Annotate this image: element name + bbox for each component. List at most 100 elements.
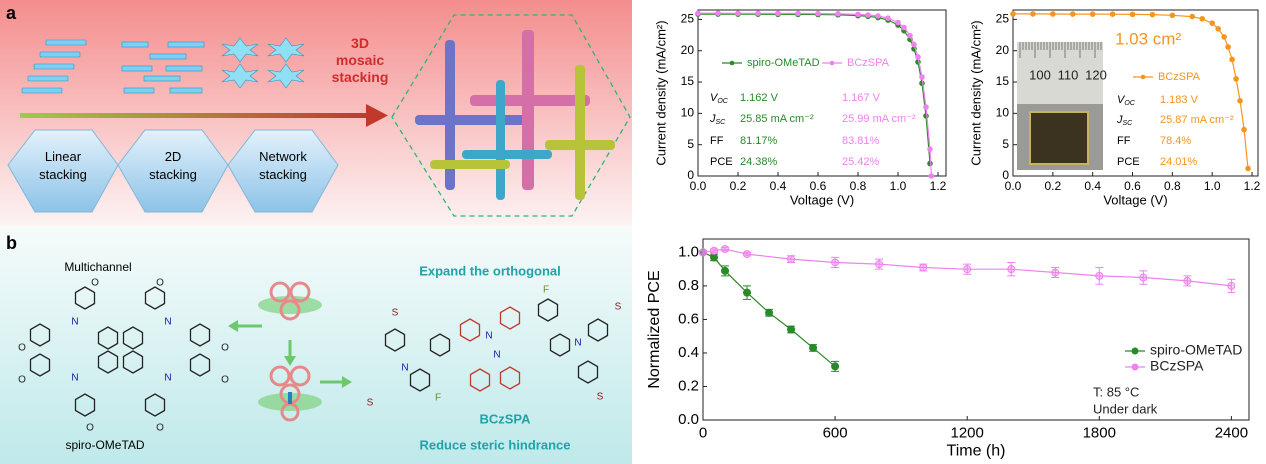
atom: O [156,423,164,434]
marker [710,253,719,262]
marker [715,10,721,16]
marker [743,250,752,259]
y-tick-label: 25 [681,12,695,26]
y-tick-label: 25 [996,12,1010,26]
marker [721,266,730,275]
ring [189,353,211,377]
x-tick-label: 1.0 [890,179,907,193]
marker [963,265,972,274]
y-tick-label: 10 [681,106,695,120]
legend-label: spiro-OMeTAD [1150,342,1242,358]
marker [1051,268,1060,277]
marker [1007,265,1016,274]
marker [815,10,821,17]
x-tick-label: 0.6 [810,179,827,193]
y-tick-label: 0 [1002,168,1009,182]
y-tick-label: 15 [996,74,1010,88]
marker [895,19,901,26]
table-value: 1.167 V [842,92,881,104]
series-line [698,12,932,177]
ring [409,368,431,392]
marker [875,260,884,269]
legend-label: BCzSPA [1158,71,1201,83]
marker [765,308,774,317]
error-bar [1227,278,1236,294]
marker [1241,126,1247,133]
table-value: 1.183 V [1160,94,1199,106]
panel-label: a [6,3,17,23]
marker [735,10,741,17]
ring [97,326,119,350]
ring [29,353,51,377]
marker [907,32,913,39]
marker [1139,273,1148,282]
marker [1233,76,1239,82]
table-param: PCE [1117,156,1140,168]
marker [775,10,781,17]
ring [144,286,166,310]
atom: N [164,373,171,384]
marker [1089,11,1096,17]
multichannel-label: Multichannel [64,260,131,274]
marker [1227,281,1236,290]
marker [885,15,891,21]
atom: N [493,350,500,361]
marker [919,74,925,80]
y-tick-label: 15 [681,74,695,88]
y-tick-label: 1.0 [678,243,699,260]
marker [911,41,917,48]
ring [577,360,599,384]
marker [1221,34,1227,40]
ring [122,326,144,350]
ring [97,350,119,374]
marker [1109,11,1116,17]
y-axis-title: Normalized PCE [646,270,663,388]
legend-marker [1140,74,1146,80]
ring [74,286,96,310]
x-tick-label: 2400 [1215,424,1248,441]
table-param: FF [1117,135,1131,147]
ring [74,393,96,417]
stacking-hexagons [7,129,339,213]
marker [923,104,929,110]
marker [1010,11,1016,17]
x-tick-label: 0.4 [1084,179,1101,193]
y-axis-title: Current density (mA/cm²) [968,20,983,165]
marker [1199,15,1206,22]
marker [865,12,871,18]
mosaic-3d [415,30,615,200]
x-tick-label: 1.2 [930,179,947,193]
x-tick-label: 600 [823,424,848,441]
legend-label: BCzSPA [847,57,890,69]
marker [809,343,818,352]
param-symbol: V [710,92,719,104]
marker [1050,11,1056,17]
param-subscript: OC [717,98,728,105]
marker [699,248,707,257]
atom: O [221,375,229,386]
marker [927,146,933,152]
plot-frame [1012,9,1259,177]
marker [695,10,701,16]
expand-label: Expand the orthogonal [419,263,561,278]
arrow [20,113,370,118]
marker [923,113,929,119]
x-tick-label: 0.4 [770,179,787,193]
atom: N [71,373,78,384]
atom: O [86,423,94,434]
y-axis-title: Current density (mA/cm²) [653,20,668,165]
x-tick-label: 1200 [951,424,984,441]
atom: O [18,343,26,354]
marker [901,24,907,31]
panel-label: b [6,233,17,253]
error-bar [1007,261,1016,277]
x-tick-label: 0.2 [730,179,747,193]
series-line [1013,13,1249,169]
y-tick-label: 0.2 [678,377,699,394]
param-symbol: J [709,113,716,125]
y-tick-label: 20 [996,43,1010,57]
y-tick-label: 0.8 [678,277,699,294]
ring [499,366,521,390]
crystal-views [228,281,352,422]
